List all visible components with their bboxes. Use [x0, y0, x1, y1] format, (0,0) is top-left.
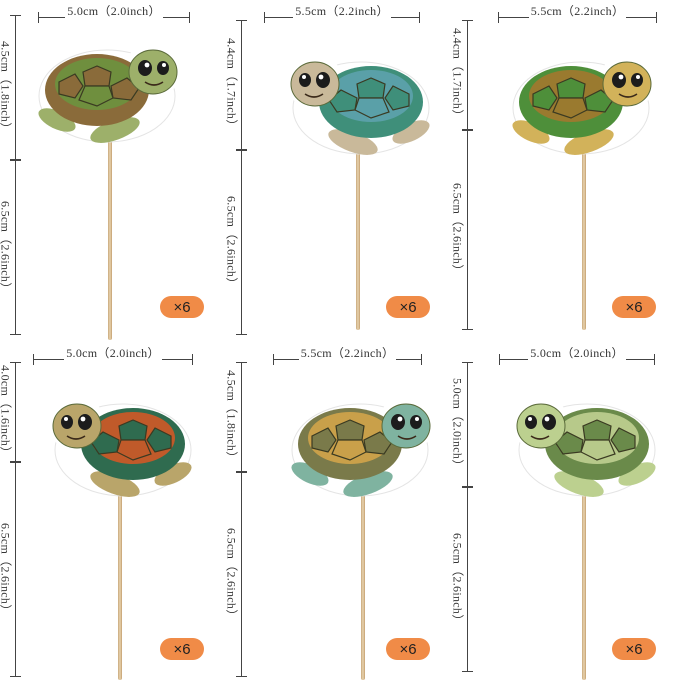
- stick-height-dimension: 6.5cm（2.6inch）: [449, 487, 474, 672]
- stick-height-label: 6.5cm（2.6inch）: [223, 472, 241, 677]
- turtle-illustration: [35, 28, 185, 158]
- head-height-text: 4.0cm（1.6inch）: [0, 363, 15, 461]
- quantity-badge: ×6: [386, 296, 430, 318]
- head-height-text: 4.4cm（1.7inch）: [449, 26, 467, 124]
- head-height-label: 4.5cm（1.8inch）: [0, 15, 15, 160]
- width-label: 5.0cm（2.0inch）: [499, 344, 655, 361]
- head-height-label: 4.0cm（1.6inch）: [0, 362, 15, 462]
- stick-height-label: 6.5cm（2.6inch）: [0, 462, 15, 677]
- head-height-label: 5.0cm（2.0inch）: [449, 362, 467, 487]
- stick-height-dimension: 6.5cm（2.6inch）: [449, 130, 474, 330]
- stick-height-label: 6.5cm（2.6inch）: [449, 487, 467, 672]
- stick-height-text: 6.5cm（2.6inch）: [223, 525, 241, 624]
- turtle-illustration: [45, 382, 195, 512]
- head-height-dimension: 4.0cm（1.6inch）: [0, 362, 22, 462]
- head-height-text: 5.0cm（2.0inch）: [449, 375, 467, 474]
- head-height-text: 4.5cm（1.8inch）: [223, 368, 241, 466]
- head-height-label: 4.4cm（1.7inch）: [449, 20, 467, 130]
- head-height-dimension: 4.4cm（1.7inch）: [449, 20, 474, 130]
- head-height-dimension: 4.4cm（1.7inch）: [223, 20, 248, 150]
- topper-panel-3: 5.5cm（2.2inch） 4.4cm（1.7inch） 6.5cm（2.6inc…: [449, 0, 678, 342]
- width-text: 5.0cm（2.0inch）: [64, 346, 162, 360]
- quantity-badge: ×6: [612, 638, 656, 660]
- width-text: 5.5cm（2.2inch）: [298, 346, 397, 360]
- width-label: 5.5cm（2.2inch）: [498, 2, 657, 19]
- width-label: 5.0cm（2.0inch）: [33, 344, 193, 361]
- width-label: 5.0cm（2.0inch）: [38, 2, 190, 19]
- stick-height-dimension: 6.5cm（2.6inch）: [0, 462, 22, 677]
- stick-height-text: 6.5cm（2.6inch）: [0, 198, 15, 297]
- turtle-illustration: [509, 40, 659, 170]
- wooden-stick: [118, 462, 122, 680]
- head-height-dimension: 4.5cm（1.8inch）: [223, 362, 248, 472]
- width-text: 5.0cm（2.0inch）: [528, 346, 626, 360]
- stick-height-text: 6.5cm（2.6inch）: [223, 193, 241, 292]
- width-label: 5.5cm（2.2inch）: [264, 2, 420, 19]
- stick-height-label: 6.5cm（2.6inch）: [223, 150, 241, 335]
- head-height-label: 4.5cm（1.8inch）: [223, 362, 241, 472]
- width-dimension: 5.0cm（2.0inch）: [38, 4, 190, 24]
- stick-height-label: 6.5cm（2.6inch）: [0, 160, 15, 335]
- quantity-badge: ×6: [386, 638, 430, 660]
- turtle-illustration: [283, 40, 433, 170]
- width-dimension: 5.0cm（2.0inch）: [499, 346, 655, 366]
- wooden-stick: [356, 120, 360, 330]
- topper-panel-1: 5.0cm（2.0inch） 4.5cm（1.8inch） 6.5cm（2.6inc…: [0, 0, 226, 342]
- wooden-stick: [108, 110, 112, 340]
- head-height-dimension: 4.5cm（1.8inch）: [0, 15, 22, 160]
- quantity-badge: ×6: [160, 638, 204, 660]
- stick-height-text: 6.5cm（2.6inch）: [0, 520, 15, 619]
- quantity-badge: ×6: [160, 296, 204, 318]
- width-dimension: 5.0cm（2.0inch）: [33, 346, 193, 366]
- topper-panel-2: 5.5cm（2.2inch） 4.4cm（1.7inch） 6.5cm（2.6inc…: [223, 0, 452, 342]
- wooden-stick: [582, 487, 586, 680]
- stick-height-dimension: 6.5cm（2.6inch）: [0, 160, 22, 335]
- wooden-stick: [582, 110, 586, 330]
- turtle-illustration: [288, 382, 438, 512]
- width-dimension: 5.5cm（2.2inch）: [273, 346, 422, 366]
- head-height-text: 4.5cm（1.8inch）: [0, 38, 15, 137]
- width-label: 5.5cm（2.2inch）: [273, 344, 422, 361]
- stick-height-label: 6.5cm（2.6inch）: [449, 130, 467, 330]
- width-text: 5.5cm（2.2inch）: [528, 4, 627, 18]
- topper-panel-6: 5.0cm（2.0inch） 5.0cm（2.0inch） 6.5cm（2.6inc…: [449, 342, 678, 684]
- turtle-illustration: [509, 382, 659, 512]
- topper-panel-5: 5.5cm（2.2inch） 4.5cm（1.8inch） 6.5cm（2.6inc…: [223, 342, 452, 684]
- head-height-label: 4.4cm（1.7inch）: [223, 20, 241, 150]
- width-dimension: 5.5cm（2.2inch）: [498, 4, 657, 24]
- head-height-text: 4.4cm（1.7inch）: [223, 36, 241, 134]
- stick-height-dimension: 6.5cm（2.6inch）: [223, 150, 248, 335]
- wooden-stick: [361, 477, 365, 680]
- width-text: 5.5cm（2.2inch）: [293, 4, 391, 18]
- topper-panel-4: 5.0cm（2.0inch） 4.0cm（1.6inch） 6.5cm（2.6inc…: [0, 342, 226, 684]
- stick-height-text: 6.5cm（2.6inch）: [449, 530, 467, 629]
- width-text: 5.0cm（2.0inch）: [65, 4, 163, 18]
- width-dimension: 5.5cm（2.2inch）: [264, 4, 420, 24]
- head-height-dimension: 5.0cm（2.0inch）: [449, 362, 474, 487]
- stick-height-text: 6.5cm（2.6inch）: [449, 181, 467, 279]
- stick-height-dimension: 6.5cm（2.6inch）: [223, 472, 248, 677]
- quantity-badge: ×6: [612, 296, 656, 318]
